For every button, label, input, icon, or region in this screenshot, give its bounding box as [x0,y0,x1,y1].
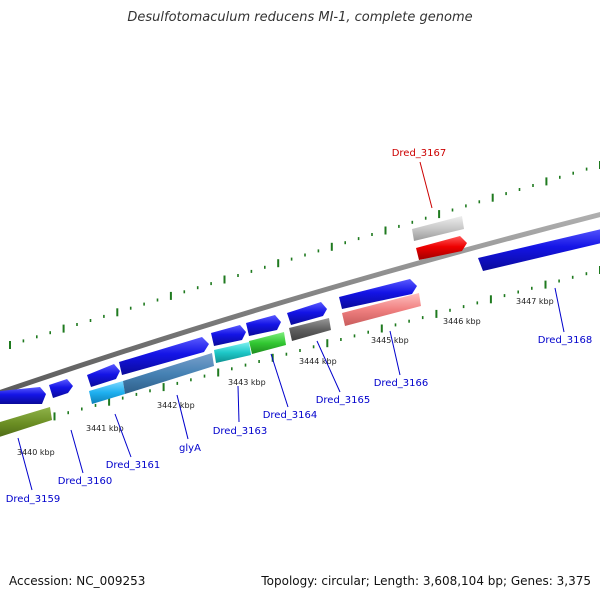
gene-labels: Dred_3159 Dred_3160 Dred_3161 glyA Dred_… [6,148,593,505]
gene-arrow-dred-3161[interactable] [87,364,120,387]
scale-label: 3446 kbp [443,317,481,326]
feature-bar-dred-3166[interactable] [342,293,421,326]
topology-summary: Topology: circular; Length: 3,608,104 bp… [261,574,591,588]
scale-label: 3442 kbp [157,401,195,410]
feature-bar-dred-3161[interactable] [89,381,125,404]
gene-arrow-dred-3160[interactable] [49,379,73,398]
scale-label: 3444 kbp [299,357,337,366]
gene-leader-lines [17,161,565,491]
leader-line-dred-3160 [70,429,84,474]
gene-arrow-dred-3159[interactable] [0,387,46,404]
gene-arrow-dred-3165[interactable] [287,302,327,325]
gene-label-dred-3167[interactable]: Dred_3167 [392,148,447,159]
leader-line-dred-3161 [114,413,132,458]
gene-arrow-dred-3166[interactable] [339,279,417,309]
leader-line-glya [176,394,189,440]
leader-line-dred-3163 [237,385,240,423]
gene-label-dred-3166[interactable]: Dred_3166 [374,378,429,389]
feature-bar-dred-3167[interactable] [412,216,464,241]
accession-text: Accession: NC_009253 [9,574,146,588]
feature-bar-glya[interactable] [123,353,214,394]
leader-line-dred-3165 [316,340,341,393]
scale-label: 3441 kbp [86,424,124,433]
gene-arrow-dred-3163[interactable] [211,325,246,346]
leader-line-dred-3167 [419,161,433,209]
feature-bar-dred-3159[interactable] [0,407,52,440]
leader-line-dred-3164 [270,353,289,408]
feature-bar-dred-3163[interactable] [214,342,251,363]
gene-label-dred-3163[interactable]: Dred_3163 [213,426,268,437]
scale-label: 3443 kbp [228,378,266,387]
map-title: Desulfotomaculum reducens MI-1, complete… [127,10,473,25]
scale-label: 3445 kbp [371,336,409,345]
gene-arrow-glya[interactable] [119,337,209,375]
gene-label-dred-3161[interactable]: Dred_3161 [106,460,161,471]
gene-arrow-dred-3167[interactable] [416,236,467,260]
gene-label-dred-3164[interactable]: Dred_3164 [263,410,318,421]
leader-line-dred-3159 [17,437,33,491]
gene-label-dred-3160[interactable]: Dred_3160 [58,476,113,487]
genome-backbone [0,211,600,396]
scale-ticks [0,161,600,435]
gene-label-glya[interactable]: glyA [179,443,201,454]
gene-label-dred-3168[interactable]: Dred_3168 [538,335,593,346]
gene-arrow-dred-3164[interactable] [246,315,281,336]
scale-label: 3440 kbp [17,448,55,457]
feature-bar-dred-3165[interactable] [289,318,331,341]
gene-arrow-dred-3168[interactable] [478,227,600,271]
gene-label-dred-3165[interactable]: Dred_3165 [316,395,371,406]
scale-label: 3447 kbp [516,297,554,306]
leader-line-dred-3166 [389,330,401,376]
feature-bar-dred-3164[interactable] [249,332,286,354]
gene-label-dred-3159[interactable]: Dred_3159 [6,494,61,505]
leader-line-dred-3168 [554,287,565,333]
scale-labels: 3440 kbp 3441 kbp 3442 kbp 3443 kbp 3444… [17,297,554,457]
gene-arrows [0,216,600,440]
